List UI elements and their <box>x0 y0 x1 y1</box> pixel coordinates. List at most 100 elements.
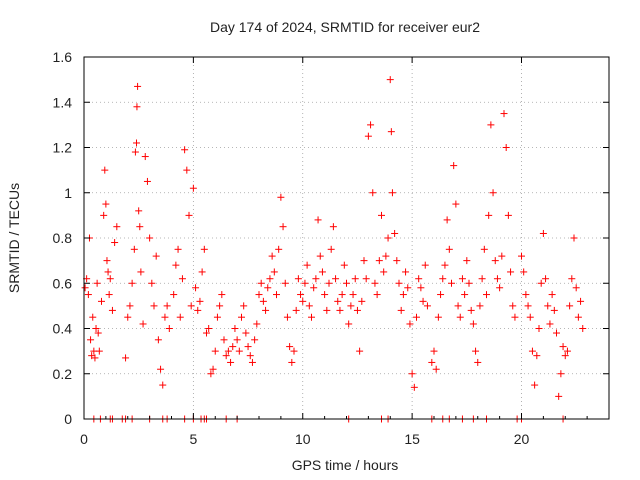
data-point <box>106 275 114 283</box>
data-point <box>257 279 265 287</box>
data-point <box>432 365 440 373</box>
data-point <box>537 279 545 287</box>
y-tick-label: 1 <box>64 185 72 201</box>
data-point <box>95 347 103 355</box>
data-point <box>375 257 383 265</box>
data-point <box>391 229 399 237</box>
data-point <box>303 261 311 269</box>
data-point <box>242 329 250 337</box>
data-point <box>520 268 528 276</box>
data-point <box>364 132 372 140</box>
data-point <box>421 261 429 269</box>
data-point <box>310 284 318 292</box>
data-point <box>504 211 512 219</box>
data-point <box>270 268 278 276</box>
data-point <box>170 291 178 299</box>
data-point <box>101 166 109 174</box>
data-point <box>227 358 235 366</box>
data-point <box>308 313 315 321</box>
data-point <box>544 302 552 310</box>
y-tick-label: 0.6 <box>53 275 73 291</box>
data-point <box>93 279 101 287</box>
y-tick-label: 1.4 <box>53 94 73 110</box>
data-point <box>406 320 414 328</box>
data-point <box>445 245 453 253</box>
y-tick-label: 0.2 <box>53 366 73 382</box>
data-point <box>279 223 287 231</box>
data-point <box>351 275 359 283</box>
data-point <box>218 291 226 299</box>
data-point <box>347 302 355 310</box>
data-point <box>240 302 248 310</box>
data-point <box>456 313 464 321</box>
data-point <box>524 302 532 310</box>
data-point <box>233 336 241 344</box>
points-layer <box>81 76 587 423</box>
data-point <box>154 336 162 344</box>
data-point <box>489 189 497 197</box>
data-point <box>340 261 348 269</box>
data-point <box>224 347 232 355</box>
data-point <box>323 306 331 314</box>
data-point <box>231 325 239 332</box>
data-point <box>141 153 149 161</box>
data-point <box>198 268 206 276</box>
data-point <box>277 193 285 201</box>
x-tick-label: 5 <box>189 431 197 447</box>
data-point <box>152 252 160 260</box>
data-point <box>463 257 471 265</box>
data-point <box>329 223 337 231</box>
data-point <box>259 297 267 305</box>
x-tick-label: 10 <box>295 431 311 447</box>
plot-frame <box>83 56 610 420</box>
data-point <box>91 354 99 362</box>
data-point <box>387 128 395 136</box>
data-point <box>561 352 569 360</box>
data-point <box>253 320 261 328</box>
data-point <box>161 313 169 321</box>
data-point <box>336 306 344 314</box>
data-point <box>404 284 412 292</box>
data-point <box>345 320 353 328</box>
data-point <box>393 257 401 265</box>
data-point <box>476 302 484 310</box>
data-point <box>264 284 272 292</box>
data-point <box>568 275 576 283</box>
data-point <box>246 352 254 360</box>
data-point <box>103 257 111 265</box>
data-point <box>213 313 221 321</box>
data-point <box>338 291 346 299</box>
y-tick-label: 0.4 <box>53 321 73 337</box>
data-point <box>579 325 587 332</box>
data-point <box>108 306 116 314</box>
y-axis-title: SRMTID / TECUs <box>6 183 22 293</box>
data-point <box>509 302 517 310</box>
data-point <box>268 252 276 260</box>
data-point <box>194 306 202 314</box>
data-point <box>136 223 144 231</box>
data-point <box>526 313 534 321</box>
data-point <box>388 189 396 197</box>
data-point <box>553 329 560 337</box>
data-point <box>430 347 438 355</box>
data-point <box>408 370 416 378</box>
data-point <box>546 320 554 328</box>
data-point <box>563 347 571 355</box>
data-point <box>148 279 156 287</box>
data-point <box>244 343 252 351</box>
data-point <box>465 279 473 287</box>
data-point <box>480 245 488 253</box>
data-point <box>507 268 515 276</box>
data-point <box>498 252 506 260</box>
data-point <box>81 284 89 292</box>
data-point <box>419 297 427 305</box>
data-point <box>343 279 350 287</box>
data-point <box>290 347 298 355</box>
chart-title: Day 174 of 2024, SRMTID for receiver eur… <box>210 19 480 35</box>
data-point <box>358 297 366 305</box>
data-point <box>248 358 256 366</box>
data-point <box>528 347 536 355</box>
data-point <box>139 320 147 328</box>
data-point <box>448 279 455 287</box>
